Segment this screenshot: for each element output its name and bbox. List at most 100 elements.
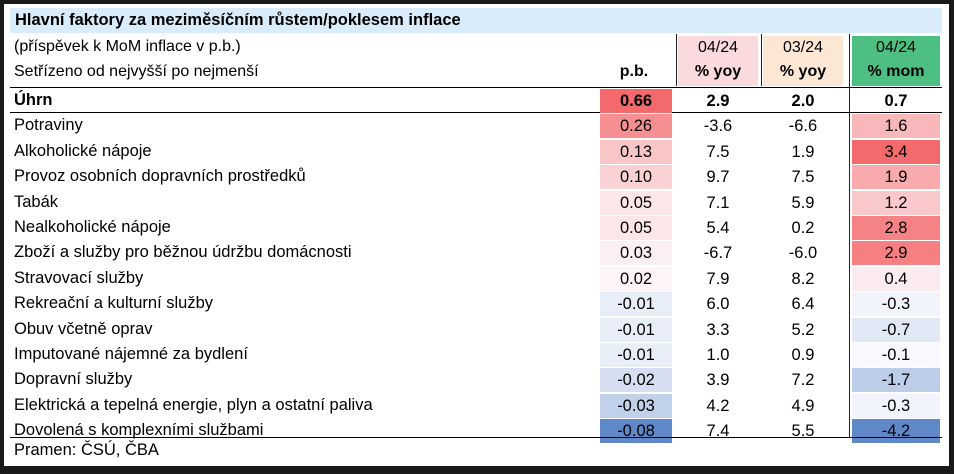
cell-yoy-0424: 9.7 bbox=[706, 168, 730, 187]
cell-pb: 0.05 bbox=[600, 190, 672, 215]
header-col-mom-0424: 04/24 % mom bbox=[852, 36, 940, 86]
table-row: Dovolená s komplexními službami -0.08 7.4 5… bbox=[10, 418, 942, 444]
cell-yoy-0324: 1.9 bbox=[791, 142, 815, 161]
table-row: Imputované nájemné za bydlení -0.01 1.0 0.9… bbox=[10, 342, 942, 367]
table-row: Tabák 0.05 7.1 5.9 1.2 bbox=[10, 190, 942, 215]
cell-yoy-0324: 5.2 bbox=[791, 320, 815, 339]
cell-yoy-0424: 7.1 bbox=[706, 193, 730, 212]
cell-yoy-0324: 5.9 bbox=[791, 193, 815, 212]
table-row: Dopravní služby -0.02 3.9 7.2 -1.7 bbox=[10, 367, 942, 393]
row-label: Alkoholické nápoje bbox=[14, 141, 152, 160]
cell-mom-0424: -0.3 bbox=[852, 292, 940, 317]
header-col-yoy-0424-unit: % yoy bbox=[694, 63, 742, 80]
cell-yoy-0324: 6.4 bbox=[791, 295, 815, 314]
cell-yoy-0424: 5.4 bbox=[706, 219, 730, 237]
cell-pb: -0.08 bbox=[600, 419, 672, 444]
cell-pb: -0.02 bbox=[600, 368, 672, 393]
cell-yoy-0324: 7.2 bbox=[791, 371, 815, 390]
cell-pb: 0.26 bbox=[600, 114, 672, 139]
cell-yoy-0324: 5.5 bbox=[791, 422, 815, 441]
cell-mom-0424: 0.7 bbox=[884, 92, 908, 110]
table-row: Zboží a služby pro běžnou údržbu domácno… bbox=[10, 240, 942, 266]
cell-yoy-0324: 0.2 bbox=[791, 219, 815, 237]
cell-mom-0424: 1.6 bbox=[852, 114, 940, 139]
header-divider bbox=[10, 87, 942, 88]
row-label: Imputované nájemné za bydlení bbox=[14, 345, 248, 363]
cell-mom-0424: -0.1 bbox=[852, 343, 940, 367]
row-label: Stravovací služby bbox=[14, 268, 144, 287]
header-col-yoy-0324-unit: % yoy bbox=[779, 63, 827, 80]
cell-mom-0424: 2.9 bbox=[852, 241, 940, 266]
column-divider-1 bbox=[676, 34, 677, 86]
row-label: Dovolená s komplexními službami bbox=[14, 421, 264, 440]
row-label: Elektrická a tepelná energie, plyn a ost… bbox=[14, 395, 373, 414]
header-pb: p.b. bbox=[619, 63, 649, 80]
inflation-table: Hlavní faktory za meziměsíčním růstem/po… bbox=[10, 8, 942, 462]
cell-pb: -0.01 bbox=[600, 343, 672, 367]
column-divider-2 bbox=[761, 34, 762, 86]
source-note: Pramen: ČSÚ, ČBA bbox=[14, 441, 159, 459]
header-col-yoy-0324: 03/24 % yoy bbox=[763, 36, 843, 86]
cell-pb: 0.13 bbox=[600, 139, 672, 164]
cell-yoy-0324: 0.9 bbox=[791, 346, 815, 364]
cell-yoy-0424: -6.7 bbox=[703, 244, 733, 263]
cell-pb: 0.66 bbox=[600, 89, 672, 113]
header-col-yoy-0424-period: 04/24 bbox=[697, 39, 739, 56]
cell-yoy-0424: 7.4 bbox=[706, 422, 730, 441]
table-row: Rekreační a kulturní služby -0.01 6.0 6.4 -0… bbox=[10, 291, 942, 317]
cell-yoy-0324: 4.9 bbox=[791, 396, 815, 415]
total-divider bbox=[10, 112, 942, 113]
cell-pb: 0.05 bbox=[600, 216, 672, 240]
table-row: Nealkoholické nápoje 0.05 5.4 0.2 2.8 bbox=[10, 215, 942, 240]
total-label: Úhrn bbox=[14, 91, 53, 109]
cell-pb: 0.02 bbox=[600, 266, 672, 291]
cell-yoy-0424: 7.5 bbox=[706, 142, 730, 161]
row-label: Potraviny bbox=[14, 116, 83, 135]
table-row: Stravovací služby 0.02 7.9 8.2 0.4 bbox=[10, 266, 942, 291]
footer-divider bbox=[10, 437, 942, 438]
subtitle-sorting: Setřízeno od nejvyšší po nejmenší bbox=[14, 63, 259, 80]
cell-yoy-0424: 7.9 bbox=[706, 269, 730, 288]
cell-mom-0424: -4.2 bbox=[852, 419, 940, 444]
table-title: Hlavní faktory za meziměsíčním růstem/po… bbox=[10, 8, 942, 33]
row-label: Tabák bbox=[14, 192, 59, 211]
row-label: Rekreační a kulturní služby bbox=[14, 294, 214, 313]
cell-mom-0424: -0.7 bbox=[852, 317, 940, 342]
cell-yoy-0424: 2.9 bbox=[706, 92, 730, 110]
cell-yoy-0324: 8.2 bbox=[791, 269, 815, 288]
table-row: Elektrická a tepelná energie, plyn a ost… bbox=[10, 393, 942, 418]
cell-yoy-0424: 3.3 bbox=[706, 320, 730, 339]
cell-mom-0424: 2.8 bbox=[852, 216, 940, 240]
row-label: Nealkoholické nápoje bbox=[14, 218, 171, 236]
cell-yoy-0324: 2.0 bbox=[791, 92, 815, 110]
cell-pb: -0.03 bbox=[600, 393, 672, 418]
row-label: Dopravní služby bbox=[14, 370, 133, 389]
table-row: Provoz osobních dopravních prostředků 0.1… bbox=[10, 164, 942, 190]
cell-mom-0424: 1.2 bbox=[852, 190, 940, 215]
cell-pb: 0.10 bbox=[600, 165, 672, 190]
cell-yoy-0324: -6.6 bbox=[788, 117, 818, 136]
cell-pb: -0.01 bbox=[600, 317, 672, 342]
row-label: Provoz osobních dopravních prostředků bbox=[14, 167, 306, 186]
cell-yoy-0424: 1.0 bbox=[706, 346, 730, 364]
cell-yoy-0424: 6.0 bbox=[706, 295, 730, 314]
row-label: Obuv včetně oprav bbox=[14, 319, 153, 338]
cell-yoy-0424: -3.6 bbox=[703, 117, 733, 136]
row-label: Zboží a služby pro běžnou údržbu domácno… bbox=[14, 243, 352, 262]
cell-mom-0424: -1.7 bbox=[852, 368, 940, 393]
cell-mom-0424: -0.3 bbox=[852, 393, 940, 418]
column-divider-3 bbox=[849, 34, 850, 437]
cell-yoy-0324: 7.5 bbox=[791, 168, 815, 187]
table-row: Potraviny 0.26 -3.6 -6.6 1.6 bbox=[10, 113, 942, 139]
total-row: Úhrn 0.66 2.9 2.0 0.7 bbox=[10, 88, 942, 113]
cell-yoy-0424: 4.2 bbox=[706, 396, 730, 415]
cell-pb: 0.03 bbox=[600, 241, 672, 266]
table-row: Obuv včetně oprav -0.01 3.3 5.2 -0.7 bbox=[10, 317, 942, 342]
header-col-yoy-0424: 04/24 % yoy bbox=[678, 36, 758, 86]
header-col-mom-0424-unit: % mom bbox=[867, 63, 925, 80]
cell-mom-0424: 3.4 bbox=[852, 139, 940, 164]
cell-mom-0424: 0.4 bbox=[852, 266, 940, 291]
cell-yoy-0324: -6.0 bbox=[788, 244, 818, 263]
cell-yoy-0424: 3.9 bbox=[706, 371, 730, 390]
